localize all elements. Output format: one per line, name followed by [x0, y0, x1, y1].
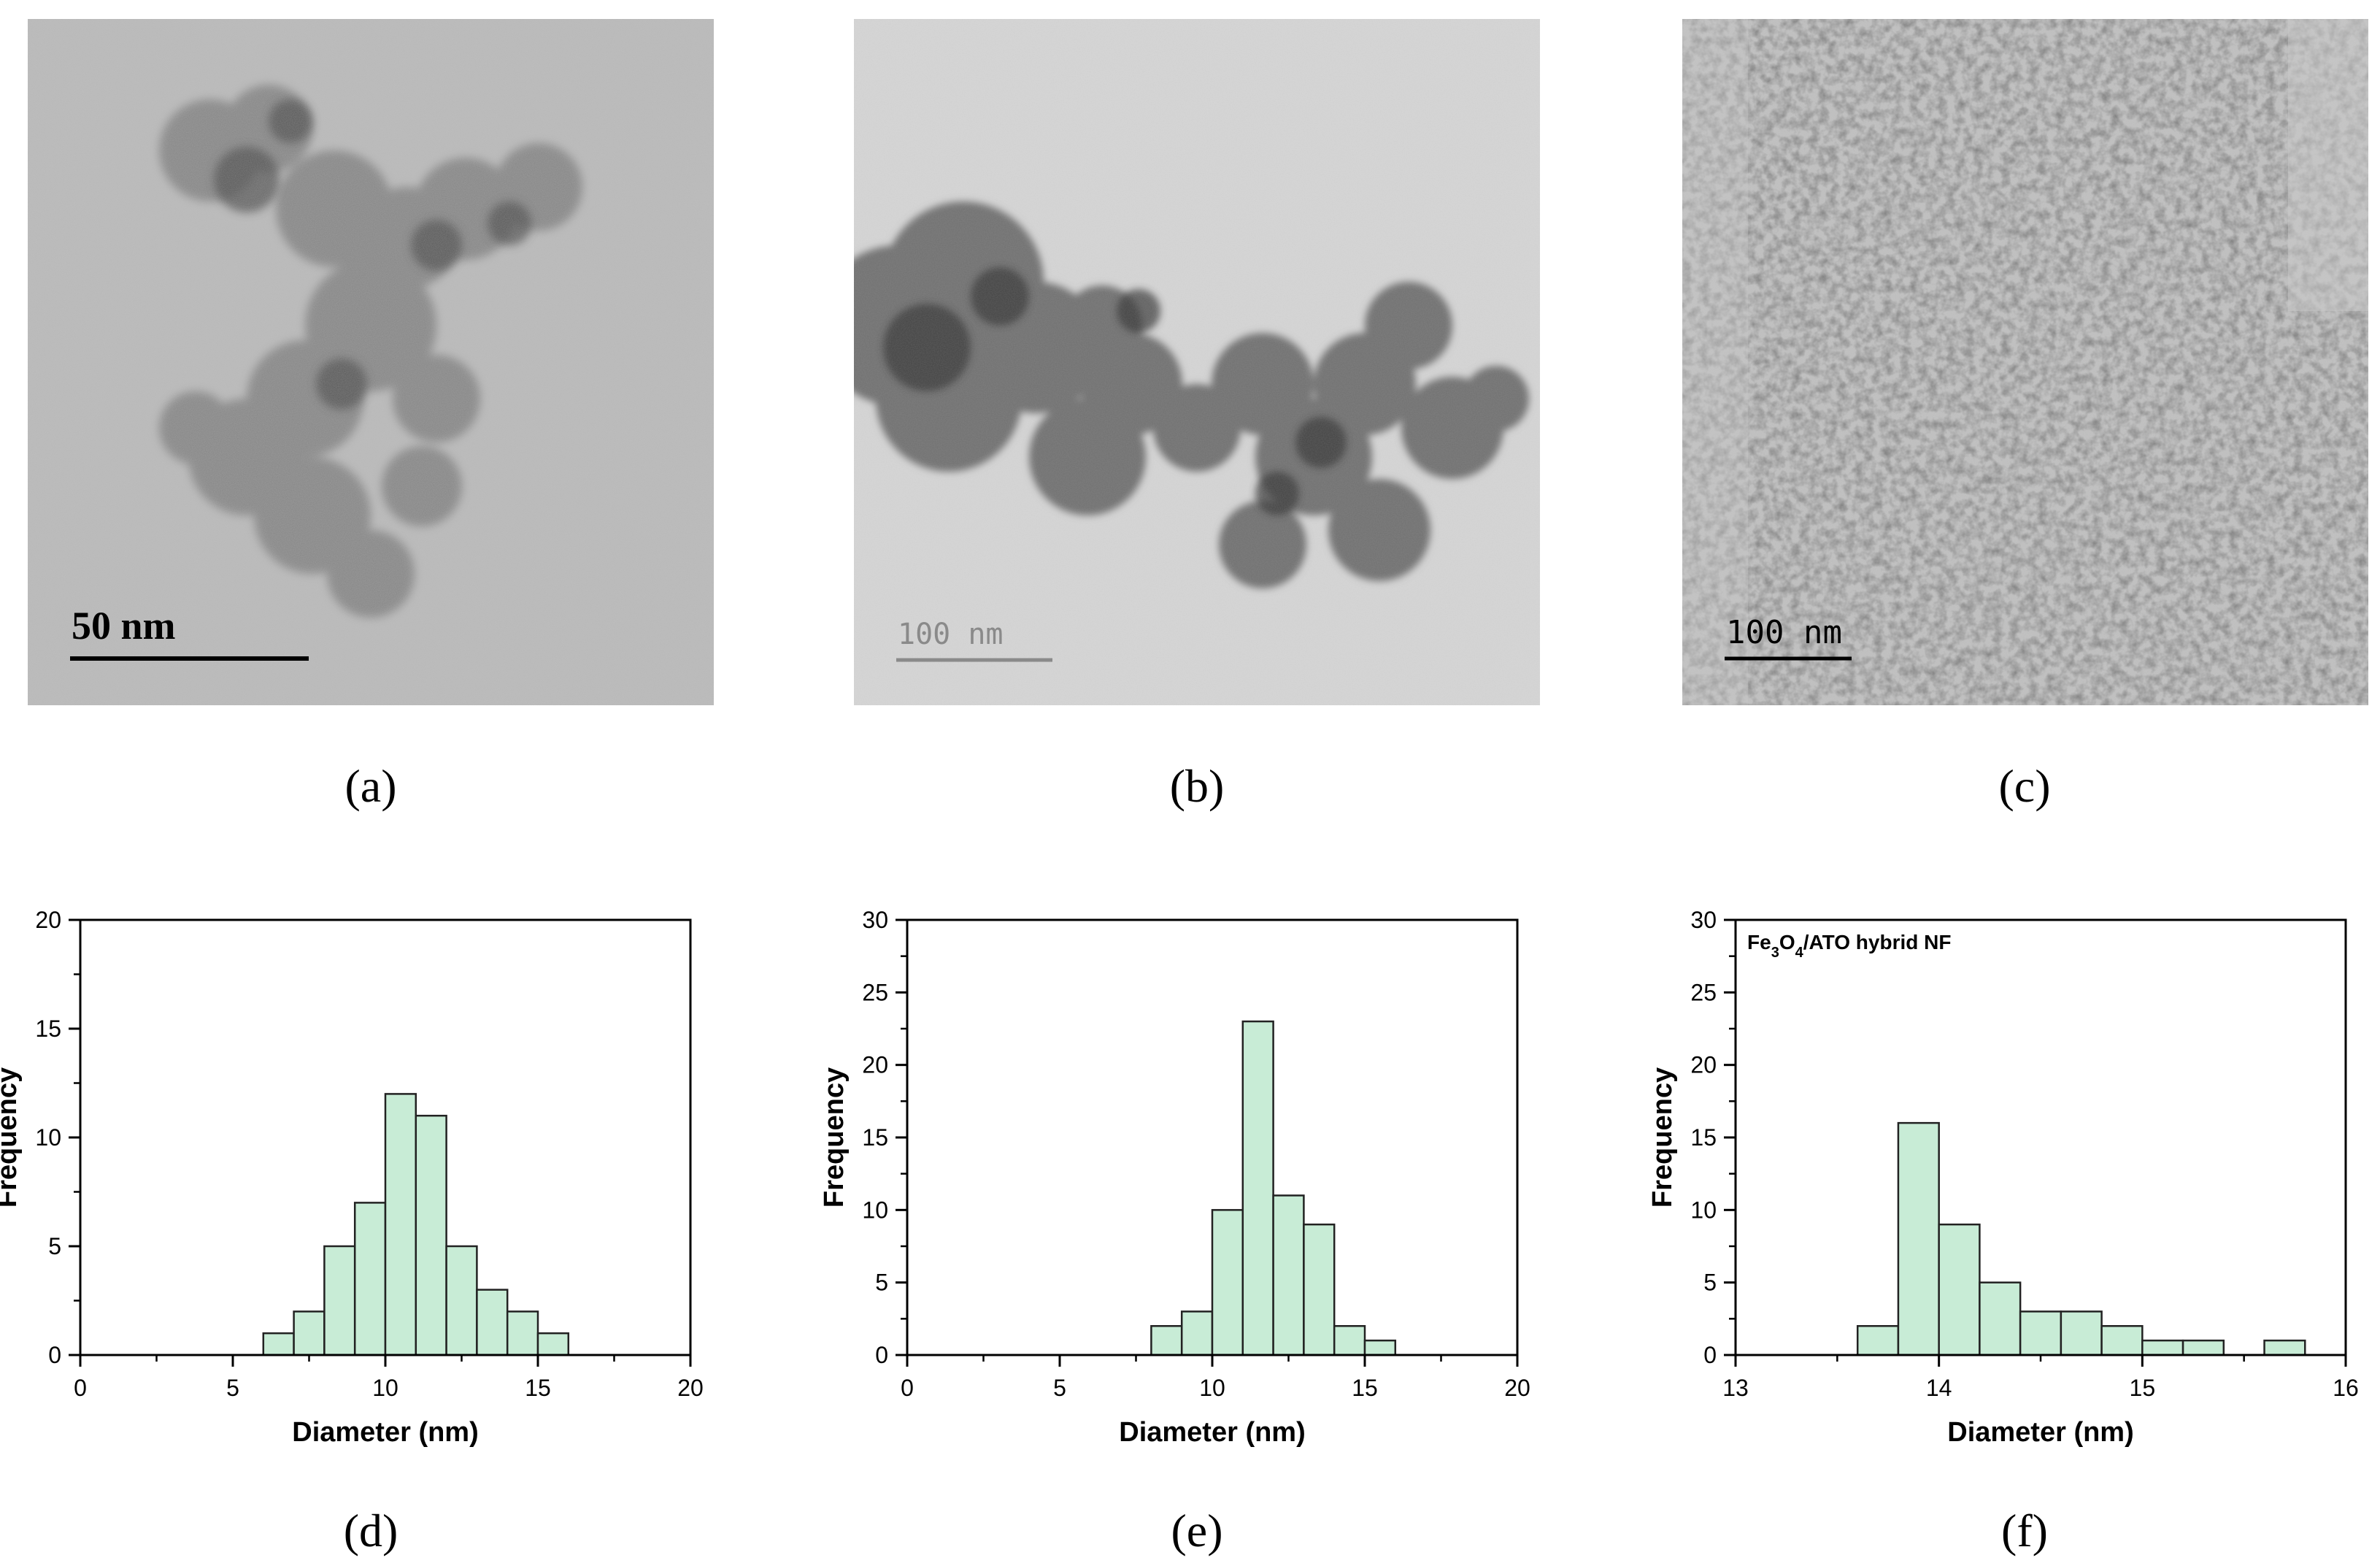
- histogram-bar: [2060, 1310, 2103, 1356]
- scale-bar-label-c: 100 nm: [1726, 614, 1842, 651]
- histogram-bar: [445, 1245, 478, 1356]
- histogram-bar: [384, 1093, 417, 1356]
- y-tick-label: 5: [48, 1233, 61, 1259]
- y-tick-label: 10: [862, 1197, 888, 1223]
- histogram-bar: [1211, 1209, 1244, 1356]
- histogram-bar: [262, 1332, 295, 1356]
- histogram-bar: [536, 1332, 570, 1356]
- x-tick-label: 10: [1199, 1375, 1225, 1401]
- x-tick-label: 20: [677, 1375, 704, 1401]
- y-tick-label: 30: [862, 907, 888, 933]
- histogram-bar: [1333, 1325, 1366, 1356]
- y-tick-label: 20: [1690, 1052, 1717, 1078]
- x-tick-label: 5: [226, 1375, 239, 1401]
- histogram-e: 0 5 10 15 20 0 5 10 15 20 25 30 Diameter (nm) Frequen…: [819, 905, 1601, 1460]
- y-axis-label: Frequency: [1647, 1067, 1678, 1208]
- histogram-bar: [2019, 1310, 2063, 1356]
- y-tick-label: 5: [875, 1270, 888, 1296]
- y-tick-label: 0: [48, 1342, 61, 1368]
- histogram-bar: [2100, 1325, 2144, 1356]
- panel-label-e: (e): [1171, 1505, 1223, 1557]
- histogram-bar: [293, 1310, 326, 1356]
- histogram-bar: [476, 1289, 509, 1356]
- plot-frame: [1734, 918, 2347, 1356]
- histogram-bar: [1938, 1223, 1981, 1356]
- histogram-bar: [1241, 1020, 1274, 1356]
- histogram-bar: [506, 1310, 539, 1356]
- y-tick-label: 25: [1690, 979, 1717, 1005]
- histogram-bar: [1303, 1223, 1336, 1356]
- x-tick-label: 20: [1504, 1375, 1530, 1401]
- histogram-bar: [1150, 1325, 1183, 1356]
- histogram-bar: [1363, 1339, 1397, 1356]
- tem-image-b: 100 nm: [854, 19, 1540, 705]
- tem-image-a: 50 nm: [28, 19, 714, 705]
- histogram-bar: [2181, 1339, 2225, 1356]
- x-tick-label: 15: [1352, 1375, 1378, 1401]
- histogram-f: 13 14 15 16 0 5 10 15 20 25 30 Diameter (nm) Frequen…: [1647, 905, 2380, 1460]
- x-tick-label: 5: [1053, 1375, 1066, 1401]
- x-tick-label: 15: [2130, 1375, 2156, 1401]
- histogram-bar: [2263, 1339, 2306, 1356]
- x-tick-label: 0: [74, 1375, 87, 1401]
- y-tick-label: 30: [1690, 907, 1717, 933]
- histogram-bar: [1180, 1310, 1214, 1356]
- y-tick-label: 15: [1690, 1124, 1717, 1151]
- x-tick-label: 0: [901, 1375, 914, 1401]
- y-axis-label: Frequency: [819, 1067, 850, 1208]
- x-axis-label: Diameter (nm): [292, 1417, 479, 1448]
- sample-annotation: Fe3O4/ATO hybrid NF: [1747, 931, 1951, 961]
- x-tick-label: 14: [1926, 1375, 1952, 1401]
- y-axis-label: Frequency: [0, 1067, 23, 1208]
- y-tick-label: 10: [35, 1124, 61, 1151]
- histogram-bar: [353, 1202, 387, 1356]
- histogram-bar: [2141, 1339, 2184, 1356]
- y-tick-label: 10: [1690, 1197, 1717, 1223]
- panel-label-c: (c): [1998, 760, 2051, 812]
- panel-label-f: (f): [2001, 1505, 2048, 1557]
- histogram-d: 0 5 10 15 20 0 5 10 15 20 Diameter (nm) Frequency: [0, 905, 774, 1460]
- histogram-bar: [1856, 1325, 1900, 1356]
- y-tick-label: 20: [35, 907, 61, 933]
- y-tick-label: 0: [1703, 1342, 1717, 1368]
- panel-label-d: (d): [343, 1505, 398, 1557]
- y-tick-label: 15: [35, 1016, 61, 1042]
- x-tick-label: 15: [525, 1375, 551, 1401]
- tem-image-c: 100 nm: [1682, 19, 2368, 705]
- histogram-bar: [1979, 1281, 2022, 1356]
- histogram-bar: [323, 1245, 356, 1356]
- x-axis-label: Diameter (nm): [1119, 1417, 1306, 1448]
- x-axis-label: Diameter (nm): [1947, 1417, 2134, 1448]
- y-tick-label: 5: [1703, 1270, 1717, 1296]
- panel-label-b: (b): [1169, 760, 1225, 812]
- y-tick-label: 20: [862, 1052, 888, 1078]
- y-tick-label: 0: [875, 1342, 888, 1368]
- x-tick-label: 10: [372, 1375, 398, 1401]
- x-tick-label: 13: [1722, 1375, 1749, 1401]
- scale-bar-label-a: 50 nm: [72, 604, 176, 648]
- y-tick-label: 25: [862, 979, 888, 1005]
- scale-bar-label-b: 100 nm: [898, 618, 1004, 651]
- y-tick-label: 15: [862, 1124, 888, 1151]
- histogram-bar: [1272, 1194, 1305, 1356]
- panel-label-a: (a): [344, 760, 397, 812]
- histogram-bar: [415, 1114, 447, 1356]
- x-tick-label: 16: [2333, 1375, 2359, 1401]
- histogram-bar: [1897, 1121, 1940, 1356]
